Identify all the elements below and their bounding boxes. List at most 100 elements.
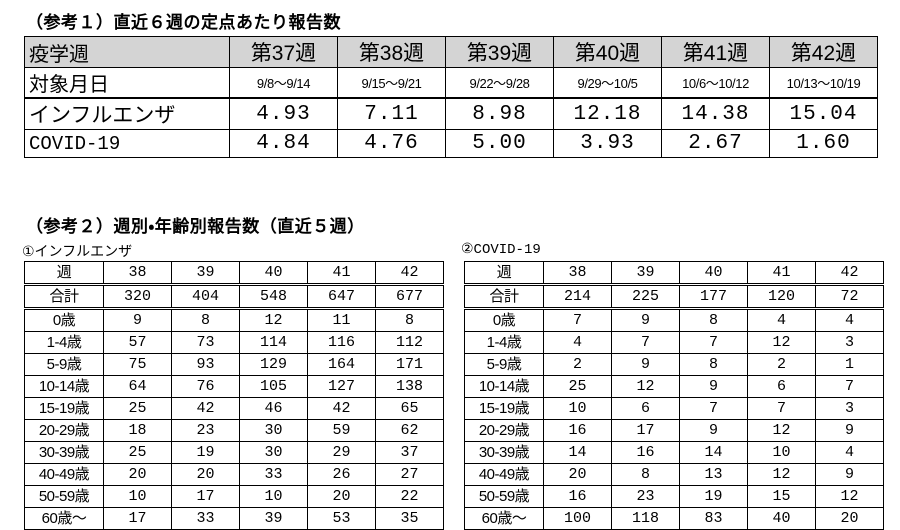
date-range-cell: 9/29～10/5	[553, 67, 662, 99]
table-row: 1-4歳 4 7 7 12 3	[464, 331, 884, 354]
row-header-target-dates: 対象月日	[24, 67, 230, 99]
covid19-age-value-cell: 7	[611, 331, 680, 354]
covid19-age-value-cell: 17	[611, 419, 680, 442]
covid19-total-cell: 177	[679, 284, 748, 310]
covid19-age-value-cell: 7	[679, 397, 748, 420]
influenza-age-value-cell: 10	[239, 485, 308, 508]
covid19-age-value-cell: 15	[747, 485, 816, 508]
reference2-title: （参考２）週別・年齢別報告数（直近５週）	[26, 217, 365, 236]
influenza-age-value-cell: 75	[103, 353, 172, 376]
covid19-total-cell: 72	[815, 284, 884, 310]
influenza-age-value-cell: 35	[375, 507, 444, 530]
covid19-age-value-cell: 9	[815, 419, 884, 442]
table-row: 20-29歳 16 17 9 12 9	[464, 419, 884, 442]
influenza-value-cell: 8.98	[445, 97, 554, 130]
influenza-age-value-cell: 25	[103, 397, 172, 420]
covid19-value-cell: 4.84	[229, 129, 338, 158]
influenza-age-group-label: 60歳～	[24, 507, 104, 530]
influenza-age-value-cell: 17	[171, 485, 240, 508]
influenza-age-value-cell: 73	[171, 331, 240, 354]
covid19-week-header-cell: 38	[543, 261, 612, 286]
covid19-age-value-cell: 9	[611, 308, 680, 332]
week-header-cell: 第41週	[661, 36, 770, 68]
covid19-age-group-label: 15-19歳	[464, 397, 544, 420]
covid19-value-cell: 2.67	[661, 129, 770, 158]
influenza-age-value-cell: 20	[307, 485, 376, 508]
covid19-age-value-cell: 10	[543, 397, 612, 420]
covid19-age-value-cell: 10	[747, 441, 816, 464]
influenza-total-cell: 548	[239, 284, 308, 310]
covid19-week-header-cell: 39	[611, 261, 680, 286]
influenza-age-value-cell: 8	[375, 308, 444, 332]
table-row: 10-14歳 25 12 9 6 7	[464, 375, 884, 398]
covid19-age-value-cell: 3	[815, 397, 884, 420]
covid19-age-value-cell: 25	[543, 375, 612, 398]
week-header-cell: 第42週	[769, 36, 878, 68]
covid19-age-value-cell: 20	[815, 507, 884, 530]
covid19-age-value-cell: 12	[815, 485, 884, 508]
covid19-age-value-cell: 8	[679, 308, 748, 332]
covid19-week-header-cell: 40	[679, 261, 748, 286]
covid19-value-cell: 3.93	[553, 129, 662, 158]
influenza-age-week-body: 週 38 39 40 41 42 合計 320 404 548 647 677 0歳 9 8 12 11 8 1-4…	[24, 261, 444, 530]
influenza-age-value-cell: 65	[375, 397, 444, 420]
covid19-age-value-cell: 4	[815, 441, 884, 464]
date-range-cell: 9/8～9/14	[229, 67, 338, 99]
covid19-age-group-label: 50-59歳	[464, 485, 544, 508]
table-row: 15-19歳 10 6 7 7 3	[464, 397, 884, 420]
table-row: 40-49歳 20 20 33 26 27	[24, 463, 444, 486]
influenza-total-label: 合計	[24, 284, 104, 310]
influenza-age-value-cell: 27	[375, 463, 444, 486]
influenza-age-value-cell: 114	[239, 331, 308, 354]
week-header-cell: 第40週	[553, 36, 662, 68]
covid19-age-value-cell: 16	[611, 441, 680, 464]
covid19-age-value-cell: 7	[747, 397, 816, 420]
covid19-week-header-label: 週	[464, 261, 544, 286]
covid19-age-group-label: 0歳	[464, 308, 544, 332]
table-row: 60歳～ 17 33 39 53 35	[24, 507, 444, 530]
covid19-total-cell: 120	[747, 284, 816, 310]
influenza-age-value-cell: 42	[307, 397, 376, 420]
covid19-age-value-cell: 118	[611, 507, 680, 530]
covid19-age-week-body: 週 38 39 40 41 42 合計 214 225 177 120 72 0歳 7 9 8 4 4 1-4歳 4 7…	[464, 261, 884, 530]
covid19-age-value-cell: 7	[679, 331, 748, 354]
covid19-age-value-cell: 13	[679, 463, 748, 486]
influenza-total-cell: 677	[375, 284, 444, 310]
covid19-age-value-cell: 12	[747, 331, 816, 354]
table-row: 30-39歳 14 16 14 10 4	[464, 441, 884, 464]
influenza-age-group-label: 50-59歳	[24, 485, 104, 508]
covid19-age-value-cell: 83	[679, 507, 748, 530]
influenza-value-cell: 15.04	[769, 97, 878, 130]
influenza-age-value-cell: 116	[307, 331, 376, 354]
influenza-age-value-cell: 8	[171, 308, 240, 332]
covid19-age-value-cell: 40	[747, 507, 816, 530]
covid19-age-value-cell: 2	[543, 353, 612, 376]
reference1-title: （参考１）直近６週の定点あたり報告数	[26, 13, 341, 32]
covid19-table-label: ②COVID-19	[461, 242, 541, 258]
influenza-value-cell: 7.11	[337, 97, 446, 130]
influenza-age-value-cell: 37	[375, 441, 444, 464]
row-header-covid19: COVID-19	[24, 129, 230, 158]
influenza-age-value-cell: 17	[103, 507, 172, 530]
week-header-cell: 第39週	[445, 36, 554, 68]
influenza-age-group-label: 20-29歳	[24, 419, 104, 442]
influenza-value-cell: 12.18	[553, 97, 662, 130]
covid19-age-value-cell: 23	[611, 485, 680, 508]
influenza-week-header-row: 週 38 39 40 41 42	[24, 261, 444, 286]
influenza-age-value-cell: 19	[171, 441, 240, 464]
influenza-age-value-cell: 30	[239, 441, 308, 464]
table-row-dates: 対象月日 9/8～9/14 9/15～9/21 9/22～9/28 9/29～1…	[24, 67, 878, 99]
covid19-value-cell: 1.60	[769, 129, 878, 158]
table-row: 60歳～ 100 118 83 40 20	[464, 507, 884, 530]
influenza-age-value-cell: 22	[375, 485, 444, 508]
table-row-week-header: 疫学週 第37週 第38週 第39週 第40週 第41週 第42週	[24, 36, 878, 68]
influenza-age-group-label: 0歳	[24, 308, 104, 332]
influenza-week-header-cell: 39	[171, 261, 240, 286]
covid19-age-value-cell: 12	[611, 375, 680, 398]
table-row: 50-59歳 16 23 19 15 12	[464, 485, 884, 508]
date-range-cell: 9/15～9/21	[337, 67, 446, 99]
covid19-total-row: 合計 214 225 177 120 72	[464, 284, 884, 310]
influenza-age-group-label: 30-39歳	[24, 441, 104, 464]
table-row: 40-49歳 20 8 13 12 9	[464, 463, 884, 486]
influenza-week-header-label: 週	[24, 261, 104, 286]
